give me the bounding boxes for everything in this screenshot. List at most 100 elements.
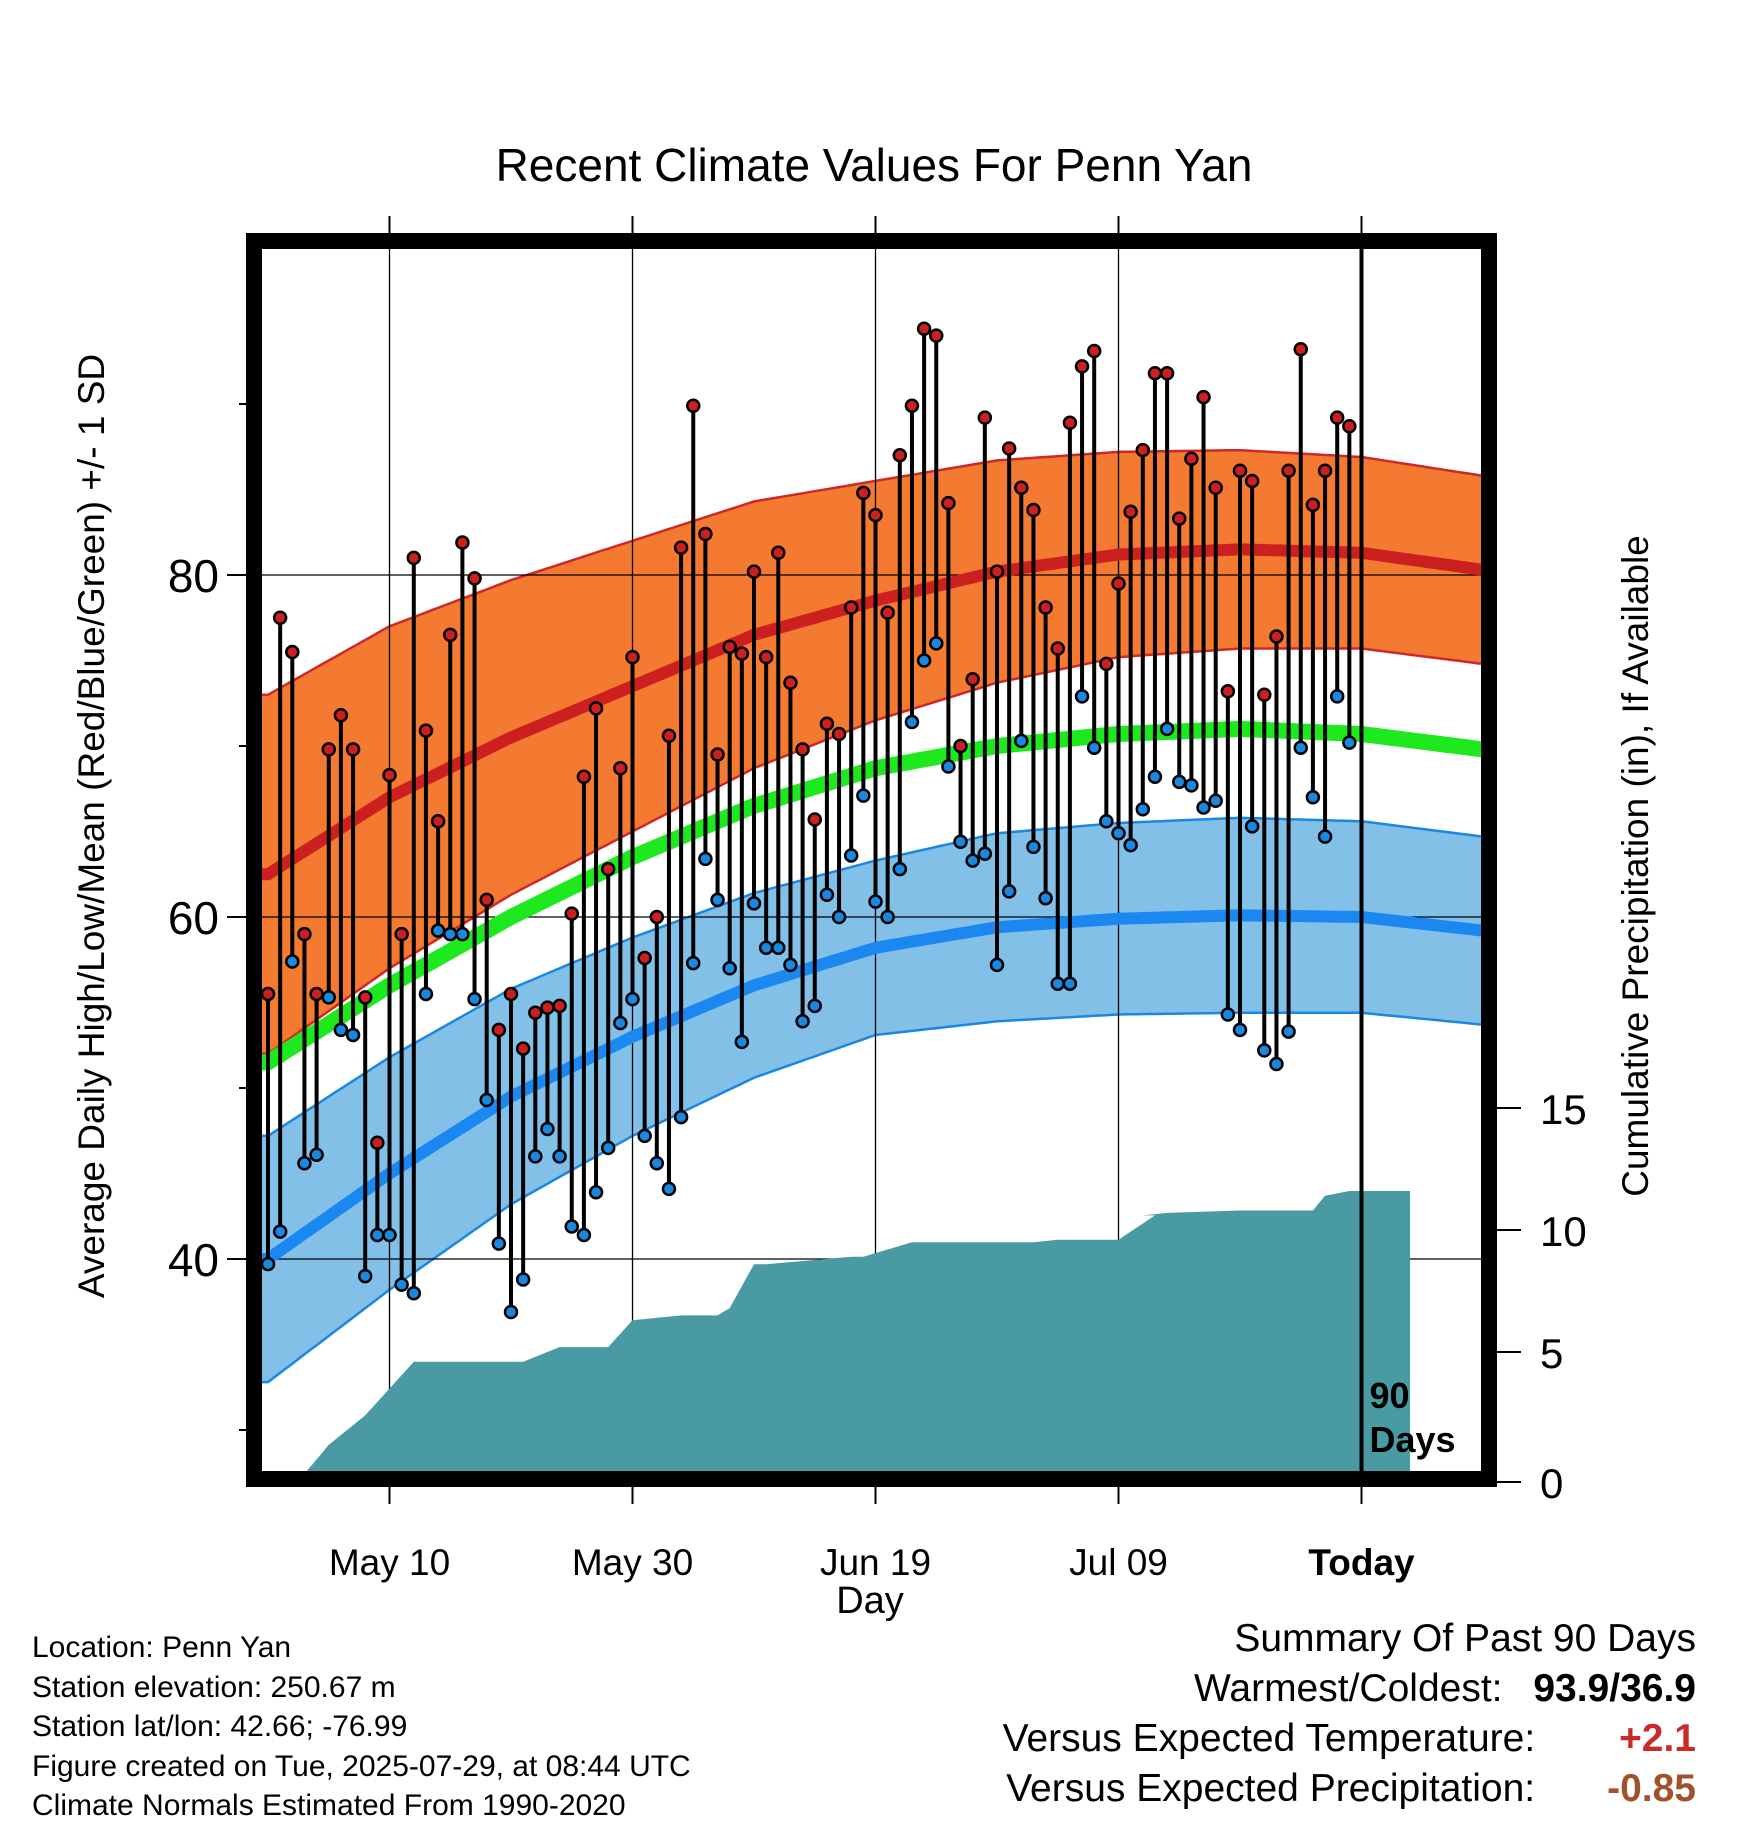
low-point-21 [515,1272,531,1287]
low-point-70 [1111,825,1126,841]
high-point-34 [673,540,689,555]
summary-warm-cold: Warmest/Coldest: 93.9/36.9 [1003,1664,1696,1714]
high-point-53 [904,398,920,413]
low-point-88 [1329,689,1345,704]
station-info: Location: Penn Yan Station elevation: 25… [32,1628,691,1826]
high-point-36 [698,526,713,542]
high-point-74 [1159,365,1175,381]
high-point-47 [831,726,847,742]
high-point-21 [515,1041,531,1056]
plot-frame [246,233,1497,1487]
x-tick-label-0: May 10 [329,1542,450,1583]
low-point-58 [965,853,980,868]
high-point-19 [491,1022,507,1038]
low-point-1 [272,1224,288,1239]
low-point-13 [418,986,434,1002]
low-point-42 [771,940,786,956]
low-point-31 [637,1128,652,1144]
high-point-60 [989,564,1005,579]
high-point-80 [1232,463,1248,478]
high-point-27 [588,701,604,716]
low-point-85 [1293,740,1308,755]
low-point-8 [357,1268,373,1284]
low-point-2 [285,954,300,969]
low-point-33 [661,1181,677,1197]
y2-tick-label-0: 0 [1540,1460,1563,1507]
low-point-54 [916,653,932,668]
x-tick-label-4: Today [1308,1542,1415,1583]
high-point-64 [1038,600,1053,615]
high-point-84 [1281,463,1296,478]
low-point-51 [880,909,895,925]
low-point-0 [260,1256,276,1272]
low-point-78 [1208,793,1223,808]
high-point-76 [1184,451,1199,466]
low-point-69 [1099,813,1114,829]
high-point-22 [528,1005,543,1021]
low-point-46 [819,887,835,903]
low-point-66 [1062,976,1078,991]
y2-tick-label-2: 10 [1540,1208,1587,1255]
low-point-50 [868,894,883,909]
high-point-86 [1305,497,1321,513]
low-point-87 [1317,829,1333,844]
low-point-38 [722,961,737,976]
window-annotation-line1: 90 [1370,1375,1410,1416]
low-point-18 [479,1092,494,1108]
low-point-45 [807,998,822,1014]
high-point-8 [357,990,373,1005]
low-point-44 [795,1014,810,1029]
low-point-55 [929,636,944,651]
high-point-66 [1062,415,1078,431]
high-point-29 [613,760,628,776]
temp-label: Versus Expected Temperature: [1002,1717,1536,1760]
high-point-46 [819,716,835,732]
low-sd-lower-line [259,1011,1484,1384]
high-point-0 [260,986,276,1002]
low-point-5 [321,990,336,1005]
high-point-26 [576,769,592,785]
high-point-13 [418,723,434,738]
low-point-53 [904,714,920,730]
low-point-19 [491,1236,507,1251]
high-point-61 [1001,441,1017,456]
low-point-75 [1172,774,1187,790]
low-point-35 [686,955,701,971]
low-point-67 [1074,689,1090,704]
high-point-59 [977,410,993,425]
low-point-48 [843,848,859,863]
high-point-51 [880,605,895,620]
high-point-41 [758,649,774,665]
high-point-16 [455,535,470,550]
low-point-73 [1147,769,1163,785]
y-tick-label-0: 40 [168,1234,219,1286]
low-point-39 [734,1034,750,1050]
x-tick-label-3: Jul 09 [1069,1542,1168,1583]
high-point-72 [1135,442,1151,458]
low-point-29 [613,1015,628,1031]
high-point-43 [783,675,798,690]
high-point-5 [321,742,336,757]
low-point-16 [455,926,470,942]
high-point-48 [843,600,859,615]
high-point-63 [1026,502,1041,518]
high-point-25 [564,906,579,921]
high-point-23 [540,1000,555,1015]
high-point-31 [637,950,652,966]
low-point-61 [1001,884,1017,899]
low-point-57 [953,834,968,850]
high-point-83 [1269,629,1284,644]
high-point-77 [1196,389,1211,405]
low-point-80 [1232,1022,1248,1038]
chart-title: Recent Climate Values For Penn Yan [495,139,1253,191]
info-created: Figure created on Tue, 2025-07-29, at 08… [32,1749,691,1783]
low-point-17 [467,991,482,1007]
high-point-65 [1050,641,1065,656]
low-point-7 [345,1027,361,1043]
low-point-47 [831,909,847,925]
high-point-10 [382,767,397,783]
warm-cold-label: Warmest/Coldest: [1194,1667,1503,1710]
high-point-33 [661,728,677,743]
high-point-68 [1086,343,1102,359]
